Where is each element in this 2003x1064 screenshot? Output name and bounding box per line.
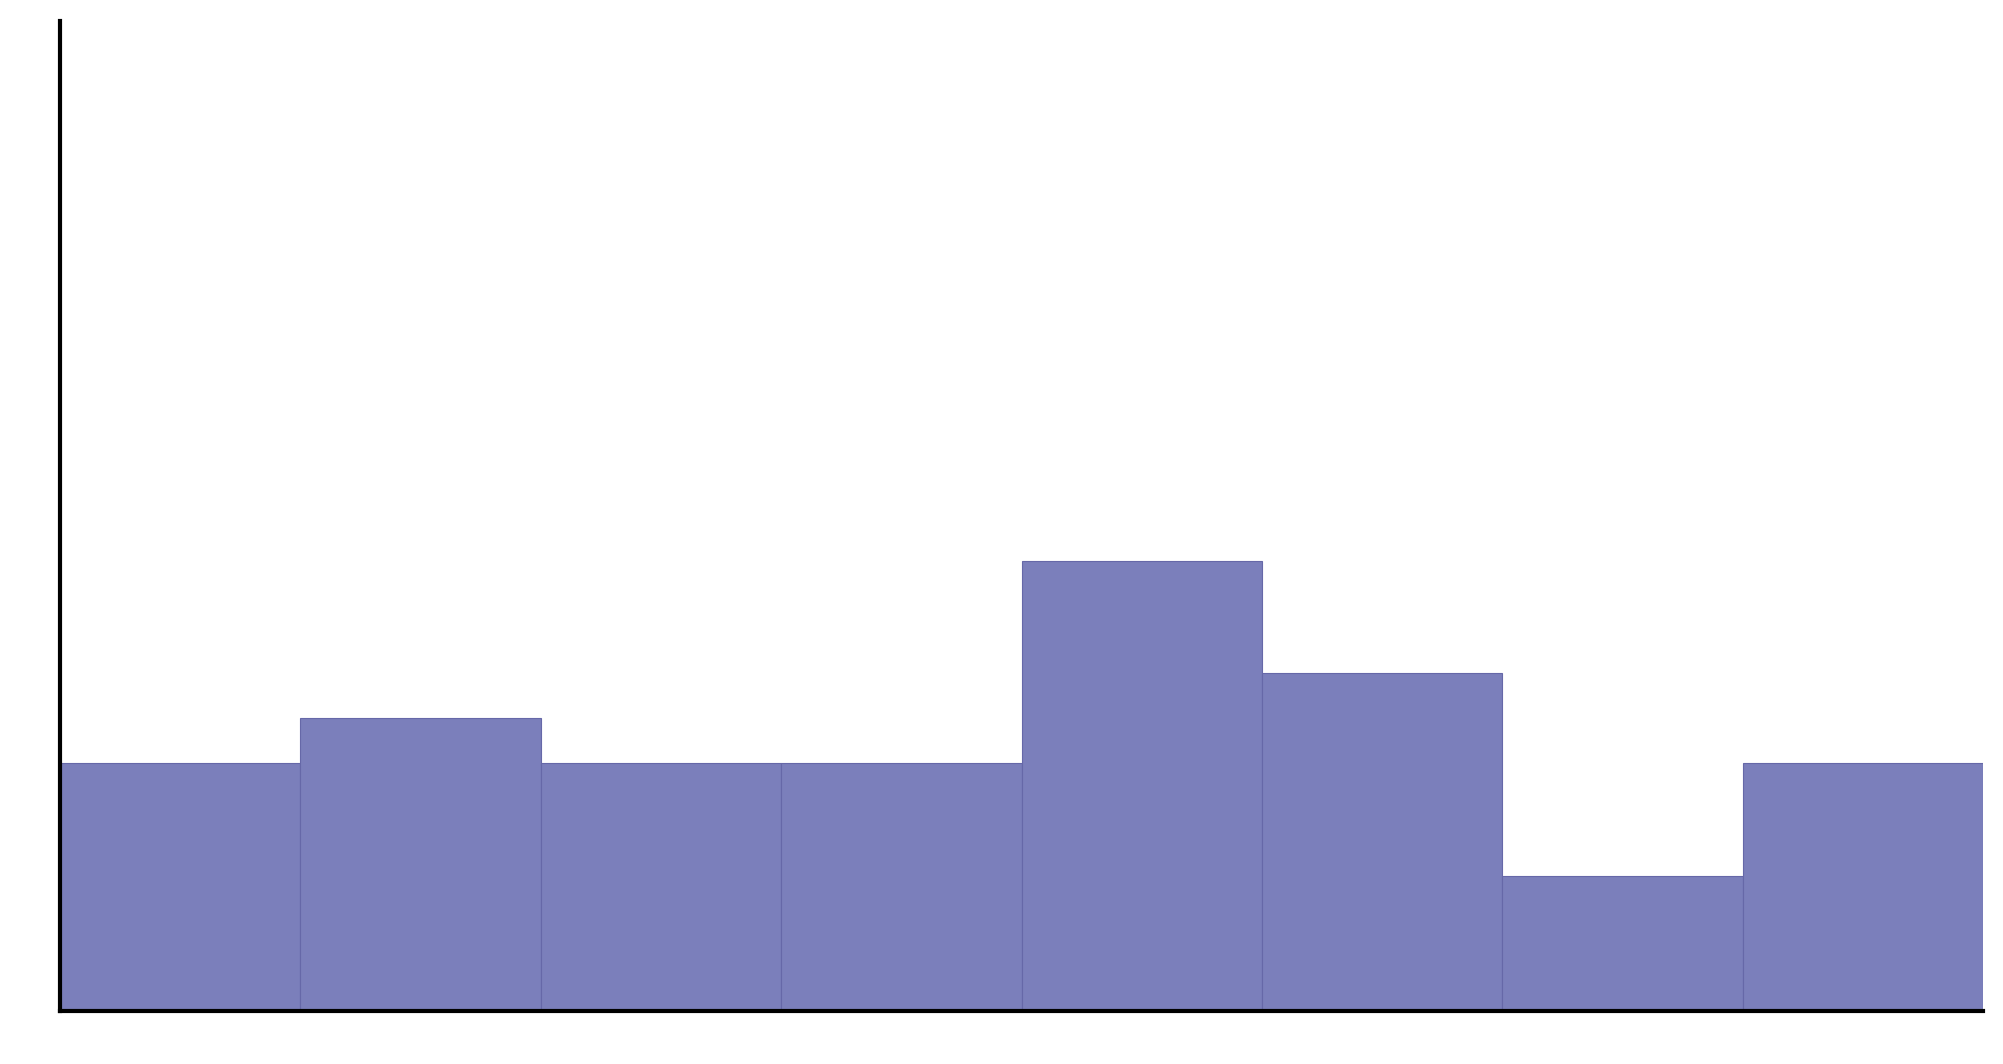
Bar (300, 718, 541, 1011)
Bar (541, 764, 781, 1011)
Bar (781, 764, 1022, 1011)
Bar (1502, 876, 1743, 1011)
Bar (1022, 561, 1262, 1011)
Bar (1743, 764, 1983, 1011)
Bar (1262, 674, 1502, 1011)
Bar (60, 764, 300, 1011)
